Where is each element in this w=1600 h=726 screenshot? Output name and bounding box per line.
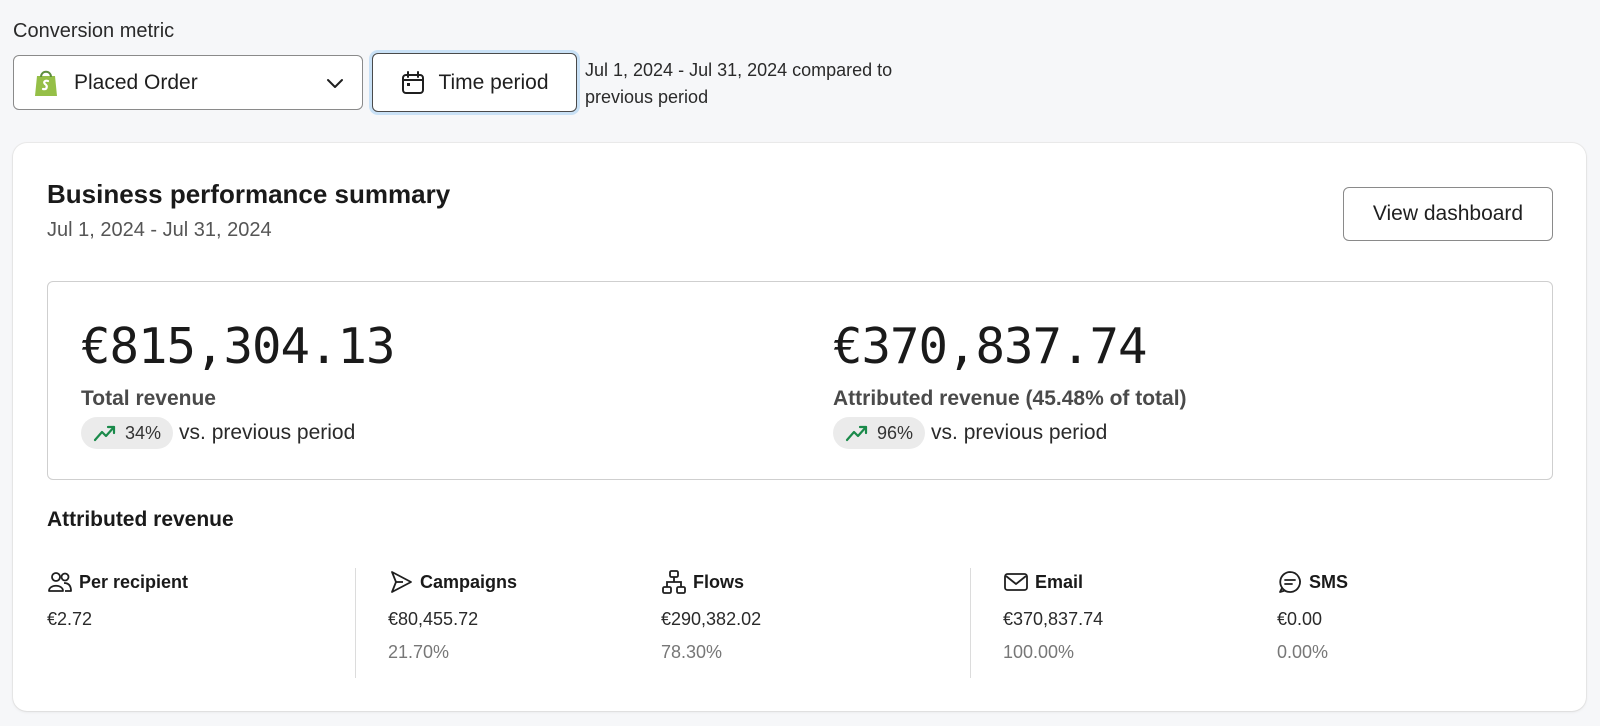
comparison-text: vs. previous period bbox=[931, 421, 1108, 444]
total-revenue-comparison: 34% vs. previous period bbox=[81, 417, 395, 449]
change-percent: 96% bbox=[877, 422, 914, 443]
attributed-revenue-title: Attributed revenue bbox=[47, 508, 234, 531]
flows-column: Flows €290,382.02 78.30% bbox=[661, 568, 761, 663]
attributed-revenue-value: €370,837.74 bbox=[833, 318, 1148, 375]
conversion-metric-label: Conversion metric bbox=[13, 20, 175, 42]
attributed-revenue-comparison: 96% vs. previous period bbox=[833, 417, 1187, 449]
conversion-metric-value: Placed Order bbox=[74, 70, 198, 94]
total-revenue-label: Total revenue bbox=[81, 387, 216, 410]
mail-icon bbox=[1004, 573, 1028, 591]
change-percent: 34% bbox=[125, 422, 162, 443]
attributed-revenue-label: Attributed revenue (45.48% of total) bbox=[833, 387, 1187, 410]
column-divider bbox=[355, 568, 356, 678]
shopify-bag-icon bbox=[35, 70, 57, 96]
column-divider bbox=[970, 568, 971, 678]
per-recipient-column: Per recipient €2.72 bbox=[47, 568, 188, 630]
change-badge: 34% bbox=[81, 417, 174, 449]
calendar-icon bbox=[402, 70, 425, 94]
attributed-revenue-stat: €370,837.74 Attributed revenue (45.48% o… bbox=[833, 317, 1187, 449]
column-percent: 21.70% bbox=[388, 642, 450, 662]
period-description: Jul 1, 2024 - Jul 31, 2024 compared to p… bbox=[585, 60, 893, 107]
view-dashboard-button[interactable]: View dashboard bbox=[1343, 187, 1553, 241]
trend-up-icon bbox=[845, 425, 868, 442]
column-value: €290,382.02 bbox=[661, 609, 762, 629]
time-period-label: Time period bbox=[438, 70, 549, 94]
column-percent: 100.00% bbox=[1003, 642, 1075, 662]
card-title: Business performance summary bbox=[47, 179, 451, 209]
total-revenue-value: €815,304.13 bbox=[81, 318, 396, 375]
conversion-metric-select[interactable]: Placed Order bbox=[13, 55, 363, 110]
time-period-button[interactable]: Time period bbox=[372, 53, 577, 112]
change-badge: 96% bbox=[833, 417, 926, 449]
campaigns-column: Campaigns €80,455.72 21.70% bbox=[388, 568, 517, 663]
total-revenue-stat: €815,304.13 Total revenue 34% vs. previo… bbox=[81, 317, 396, 449]
column-value: €80,455.72 bbox=[388, 609, 479, 629]
column-label: Flows bbox=[693, 571, 745, 592]
column-percent: 78.30% bbox=[661, 642, 723, 662]
send-icon bbox=[391, 571, 412, 593]
column-value: €2.72 bbox=[47, 609, 93, 629]
business-performance-card: Business performance summary Jul 1, 2024… bbox=[13, 143, 1586, 711]
card-date-range: Jul 1, 2024 - Jul 31, 2024 bbox=[47, 219, 272, 241]
comparison-text: vs. previous period bbox=[179, 421, 356, 444]
column-label: SMS bbox=[1309, 571, 1349, 592]
column-label: Email bbox=[1035, 571, 1084, 592]
chevron-down-icon bbox=[327, 78, 343, 88]
column-value: €370,837.74 bbox=[1003, 609, 1104, 629]
column-value: €0.00 bbox=[1277, 609, 1323, 629]
sms-icon bbox=[1279, 571, 1301, 593]
column-label: Per recipient bbox=[79, 571, 189, 592]
trend-up-icon bbox=[93, 425, 116, 442]
users-icon bbox=[48, 572, 72, 592]
column-label: Campaigns bbox=[420, 571, 518, 592]
sms-column: SMS €0.00 0.00% bbox=[1277, 568, 1348, 663]
email-column: Email €370,837.74 100.00% bbox=[1003, 568, 1103, 663]
flows-icon bbox=[662, 570, 686, 594]
revenue-summary-box: €815,304.13 Total revenue 34% vs. previo… bbox=[47, 281, 1553, 480]
column-percent: 0.00% bbox=[1277, 642, 1329, 662]
